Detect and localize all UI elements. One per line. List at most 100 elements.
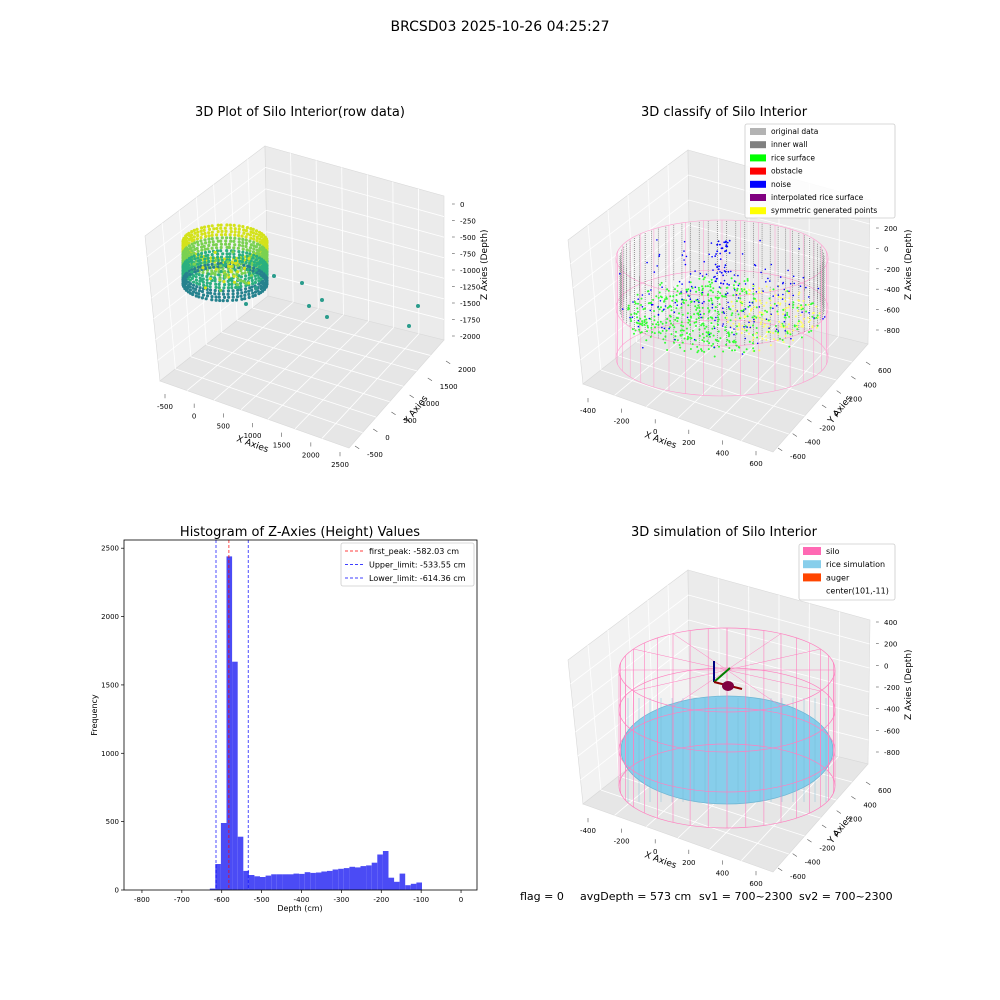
data-point bbox=[195, 237, 199, 241]
noise-point bbox=[723, 312, 725, 315]
noise-point bbox=[808, 296, 810, 298]
rice-surface-point bbox=[816, 324, 819, 327]
rice-surface-point bbox=[674, 335, 677, 338]
outlier-point bbox=[416, 304, 420, 308]
grid-line bbox=[294, 327, 395, 430]
data-point bbox=[225, 245, 229, 249]
data-point bbox=[198, 286, 202, 290]
rice-surface-point bbox=[748, 312, 751, 315]
rice-surface-point bbox=[751, 339, 754, 342]
rice-surface-point bbox=[696, 307, 699, 309]
data-point bbox=[231, 292, 235, 296]
data-point bbox=[187, 241, 191, 245]
rice-surface-point bbox=[772, 332, 775, 334]
noise-point bbox=[772, 307, 774, 310]
rice-surface-point bbox=[703, 276, 706, 279]
data-point bbox=[219, 264, 223, 268]
data-point bbox=[203, 257, 207, 261]
rice-surface-point bbox=[731, 349, 734, 352]
rice-surface-point bbox=[701, 293, 703, 296]
outlier-point bbox=[254, 286, 258, 290]
noise-point bbox=[728, 306, 730, 308]
rice-surface-point bbox=[633, 332, 635, 335]
data-point bbox=[208, 285, 212, 289]
rice-surface-point bbox=[655, 295, 658, 298]
data-point bbox=[195, 281, 199, 285]
legend-swatch bbox=[750, 180, 766, 188]
data-point bbox=[219, 223, 223, 227]
noise-point bbox=[685, 291, 688, 293]
rice-surface-point bbox=[774, 325, 777, 327]
data-point bbox=[225, 236, 229, 240]
data-point bbox=[237, 224, 241, 228]
p3-xlabel: Depth (cm) bbox=[277, 904, 322, 913]
noise-point bbox=[722, 311, 725, 313]
x-tick-label: -400 bbox=[580, 407, 596, 415]
data-point bbox=[201, 293, 206, 297]
data-point bbox=[190, 249, 194, 253]
y-tick-label: 1500 bbox=[101, 681, 119, 689]
data-point bbox=[237, 243, 241, 247]
noise-point bbox=[723, 241, 726, 244]
data-point bbox=[220, 258, 224, 262]
noise-point bbox=[736, 310, 739, 312]
data-point bbox=[243, 297, 247, 301]
rice-surface-point bbox=[701, 306, 704, 309]
rice-surface-point bbox=[797, 322, 799, 325]
noise-point bbox=[716, 243, 719, 246]
rice-surface-point bbox=[786, 314, 789, 316]
noise-point bbox=[681, 254, 684, 256]
rice-surface-point bbox=[738, 282, 741, 285]
rice-surface-point bbox=[643, 321, 646, 323]
data-point bbox=[219, 269, 223, 274]
noise-point bbox=[805, 286, 807, 289]
noise-point bbox=[714, 319, 716, 322]
grid-line bbox=[175, 368, 363, 433]
x-tick-label: -700 bbox=[174, 896, 190, 904]
grid-line bbox=[267, 274, 445, 320]
data-point bbox=[194, 275, 198, 279]
rice-surface-point bbox=[796, 306, 799, 309]
data-point bbox=[243, 293, 247, 297]
data-point bbox=[207, 234, 211, 238]
rice-surface-point bbox=[659, 295, 662, 298]
rice-surface-point bbox=[712, 291, 714, 294]
data-point bbox=[249, 236, 253, 240]
pane-floor bbox=[159, 295, 445, 449]
histogram-bar bbox=[354, 867, 361, 890]
data-point bbox=[219, 226, 223, 230]
noise-point bbox=[777, 294, 780, 296]
data-point bbox=[193, 270, 197, 274]
rice-surface-point bbox=[664, 335, 667, 338]
data-point bbox=[192, 251, 196, 255]
rice-surface-point bbox=[743, 316, 746, 319]
rice-surface-point bbox=[709, 316, 712, 319]
data-point bbox=[252, 260, 256, 264]
rice-surface-point bbox=[717, 340, 720, 343]
data-point bbox=[227, 245, 231, 250]
noise-point bbox=[646, 261, 648, 264]
data-point bbox=[241, 253, 245, 257]
data-point bbox=[200, 296, 204, 300]
rice-surface-point bbox=[662, 338, 665, 341]
data-point bbox=[247, 271, 252, 275]
histogram-bar bbox=[394, 881, 400, 890]
noise-point bbox=[723, 270, 726, 272]
data-point bbox=[220, 229, 224, 233]
z-tick-label: -400 bbox=[884, 706, 900, 714]
rice-surface-point bbox=[740, 288, 743, 290]
data-point bbox=[192, 238, 196, 242]
noise-point bbox=[727, 301, 729, 304]
rice-surface-point bbox=[760, 313, 763, 316]
data-point bbox=[255, 235, 259, 240]
data-point bbox=[185, 271, 189, 275]
data-point bbox=[247, 257, 251, 261]
rice-surface-point bbox=[638, 328, 641, 331]
rice-surface-point bbox=[665, 296, 668, 299]
noise-point bbox=[730, 270, 732, 273]
data-point bbox=[227, 242, 231, 246]
rice-surface-point bbox=[811, 325, 814, 328]
rice-surface-point bbox=[730, 277, 733, 280]
noise-point bbox=[664, 305, 667, 307]
rice-surface-point bbox=[752, 324, 755, 327]
